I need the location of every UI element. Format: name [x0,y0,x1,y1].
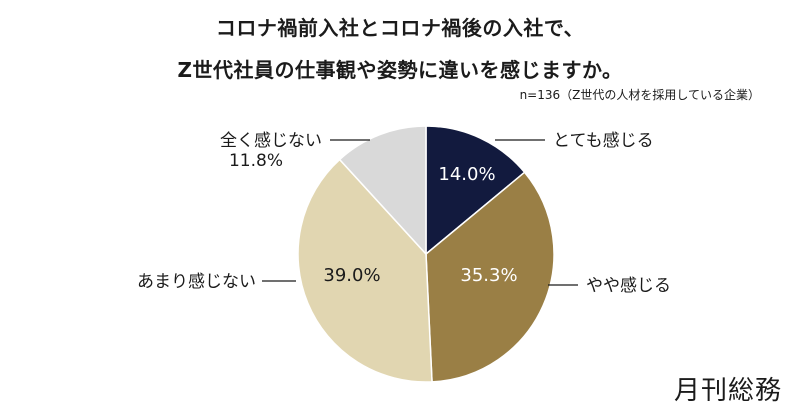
pie-slice-2 [425,171,555,383]
chart-title-line-2: Z世代社員の仕事観や姿勢に違いを感じますか。 [177,58,623,82]
chart-title-line-1: コロナ禍前入社とコロナ禍後の入社で、 [215,16,585,40]
slice-label-2: やや感じる [586,276,671,296]
sample-size-note: n=136（Z世代の人材を採用している企業） [519,88,760,102]
pie-slice-3 [297,158,433,383]
value-label-3: 39.0% [323,265,380,286]
pie-slice-4 [338,125,427,256]
slice-label-1: とても感じる [553,131,654,151]
value-label-4: 11.8% [229,151,283,171]
slice-label-4: 全く感じない [220,131,322,151]
pie-slice-1 [425,125,526,256]
brand-logo-text: 月刊総務 [673,376,782,406]
value-label-2: 35.3% [460,265,517,286]
value-label-1: 14.0% [438,164,495,185]
slice-label-3: あまり感じない [137,272,256,292]
